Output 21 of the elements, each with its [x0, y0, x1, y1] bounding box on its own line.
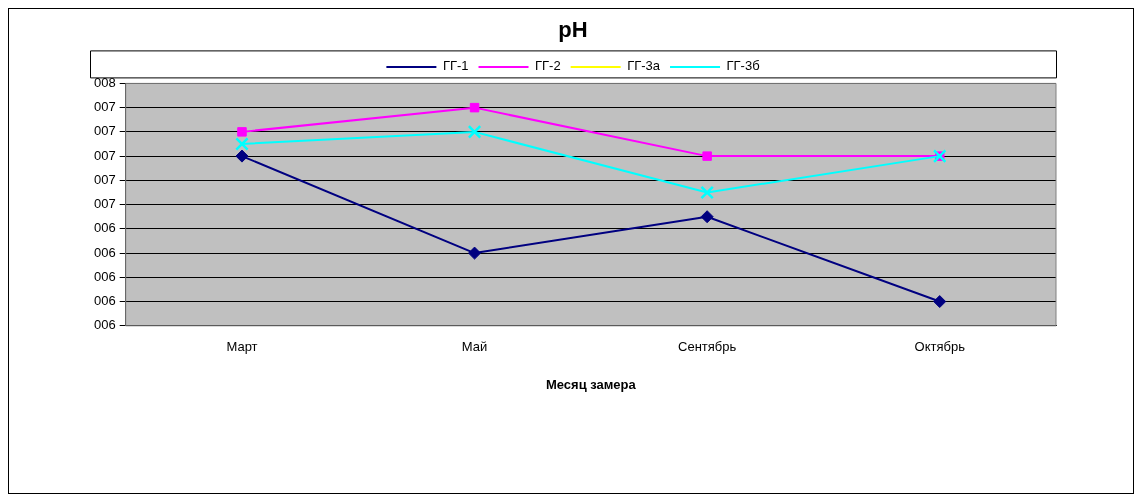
legend-label: ГГ-3а	[627, 58, 661, 74]
chart-title: pH	[558, 17, 588, 43]
y-tick-label: 006	[93, 317, 116, 333]
legend-label: ГГ-2	[535, 58, 561, 74]
y-tick-label: 006	[93, 268, 116, 284]
x-tick-label: Март	[226, 339, 258, 355]
legend-label: ГГ-3б	[726, 58, 760, 74]
y-tick-label: 006	[93, 244, 116, 260]
y-tick-label: 006	[93, 293, 116, 309]
y-tick-label: 007	[93, 147, 116, 163]
y-tick-label: 008	[93, 74, 116, 90]
x-tick-label: Май	[461, 339, 488, 355]
y-tick-label: 007	[93, 99, 116, 115]
x-tick-label: Октябрь	[914, 339, 966, 355]
legend-label: ГГ-1	[442, 58, 469, 74]
y-tick-label: 007	[93, 123, 116, 139]
x-axis-title: Месяц замера	[545, 376, 637, 392]
y-tick-label: 006	[93, 220, 116, 236]
y-tick-label: 007	[93, 196, 116, 212]
x-tick-label: Сентябрь	[678, 339, 737, 355]
y-tick-label: 007	[93, 171, 116, 187]
